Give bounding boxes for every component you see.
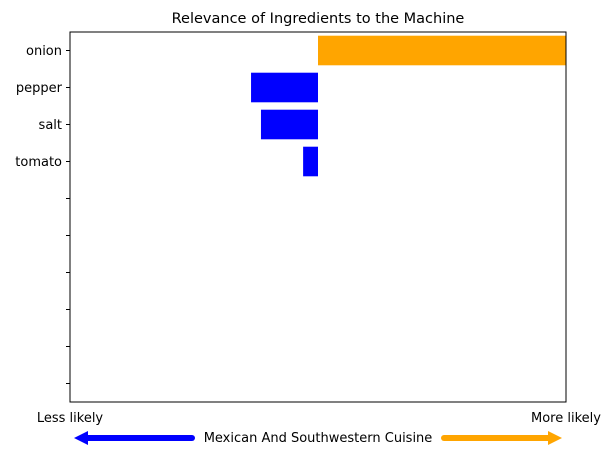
chart-title: Relevance of Ingredients to the Machine: [172, 11, 465, 27]
positive-arrow-head: [548, 431, 562, 445]
x-tick-less-likely: Less likely: [37, 411, 104, 426]
bar-pepper: [251, 72, 318, 103]
legend: Mexican And Southwestern Cuisine: [74, 431, 562, 446]
bar-tomato: [303, 146, 318, 177]
negative-arrow-head: [74, 431, 88, 445]
y-tick-label-salt: salt: [39, 118, 62, 133]
y-tick-label-pepper: pepper: [16, 81, 63, 96]
y-axis-ticks: onion pepper salt tomato: [15, 44, 70, 384]
plot-frame: [69, 31, 567, 403]
bars-group: [251, 35, 566, 177]
legend-label: Mexican And Southwestern Cuisine: [204, 431, 433, 446]
bar-salt: [260, 109, 318, 140]
y-tick-label-tomato: tomato: [15, 155, 62, 170]
y-tick-label-onion: onion: [26, 44, 62, 59]
x-tick-more-likely: More likely: [531, 411, 601, 426]
bar-onion: [318, 35, 566, 66]
